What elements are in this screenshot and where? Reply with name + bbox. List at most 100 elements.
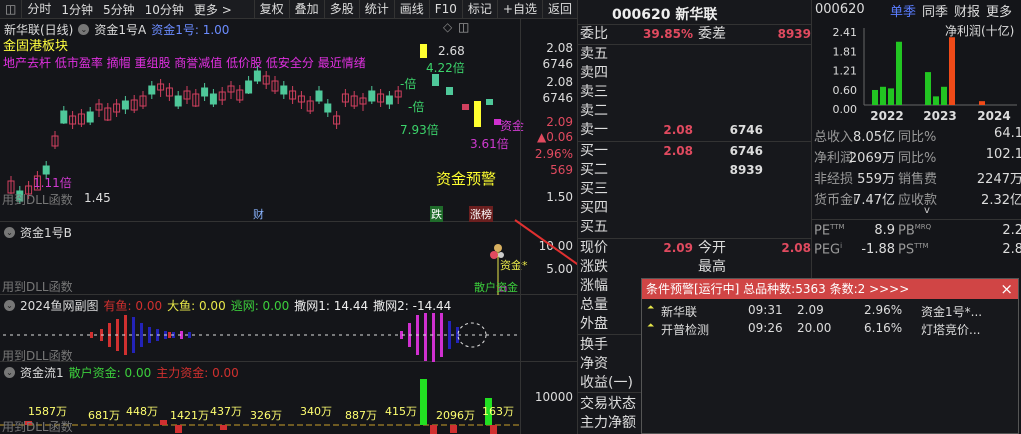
ratio-row: PEGi -1.88 PSTTM 2.8 [814,242,1021,262]
overlay-button[interactable]: 叠加 [288,0,324,19]
buy-level-row[interactable]: 买三 [578,180,813,199]
period-tab-1min[interactable]: 1分钟 [61,2,93,17]
capital-flow-pane[interactable]: ⌄ 资金流1 散户资金: 0.00 主力资金: 0.00 1587万 681万 44… [0,362,577,434]
pane-title-text: 2024鱼网副图 [20,299,99,313]
period-tab-5min[interactable]: 5分钟 [103,2,135,17]
candle [306,100,314,112]
tab-single-quarter[interactable]: 单季 [890,5,917,20]
profit-bar [941,86,947,105]
candle [16,190,24,202]
period-more[interactable]: 更多 > [193,2,232,17]
buy-level-row[interactable]: 买二 8939 [578,161,813,180]
legend-dayu: 大鱼: 0.00 [167,299,226,313]
dropdown-icon[interactable]: ⌄ [4,367,15,378]
dropdown-icon[interactable]: ⌄ [4,227,15,238]
flow-value-label: 1421万 [170,409,209,422]
fishnet-pane[interactable]: ⌄ 2024鱼网副图 有鱼: 0.00 大鱼: 0.00 逃网: 0.00 撒网… [0,295,577,363]
badge-die[interactable]: 跌 [430,206,443,222]
fishnet-bar [188,332,191,338]
sell-level-row[interactable]: 卖三 [578,83,813,102]
stat-label: 现价 [580,240,608,256]
candle [377,93,385,103]
fin-value2: 2247万 [976,172,1021,187]
close-icon[interactable]: × [1000,280,1013,298]
stat-row: 收益(一) [578,374,813,393]
dll-note: 用到DLL函数 [2,280,73,294]
stat-row: 涨跌 最高 [578,258,813,277]
weicha-label: 委差 [698,26,726,42]
profit-bar [872,89,878,105]
panel-toggle-icon[interactable]: ◫ [458,20,470,34]
annotation-bei1: -倍 [400,77,417,91]
alert-row[interactable]: ⏶ 新华联 09:31 2.09 2.96% 资金1号*... [642,303,1020,321]
sell-level-row[interactable]: 卖一 2.08 6746 [578,121,813,140]
candle [174,95,182,107]
fin-code: 000620 [815,2,865,17]
double-up-arrow-icon: ⏶ [647,303,655,313]
level-volume: 6746 [729,123,763,137]
badge-zhangbang[interactable]: 涨榜 [469,206,493,222]
multi-stock-button[interactable]: 多股 [323,0,359,19]
level-price: 2.08 [663,123,693,137]
candle [333,115,341,125]
candle [253,70,261,82]
level-label: 卖五 [580,46,608,62]
tab-more[interactable]: 更多 [986,5,1013,20]
annotation-145: 1.45 [84,191,111,205]
draw-button[interactable]: 画线 [393,0,429,19]
level-label: 买一 [580,143,608,159]
legend-sawang1: 撒网1: 14.44 [294,299,369,313]
zijin-b-pane[interactable]: ⌄ 资金1号B 用到DLL函数 资金* 散户资金 10.00 5.00 [0,222,577,295]
kline-pane[interactable]: 新华联(日线) ⌄ 资金1号A 资金1号: 1.00 ◇ ◫ 金固港板块 地产去… [0,19,577,222]
flow-bar [490,425,497,434]
fin-value2: 102.1 [985,147,1021,162]
fuquan-button[interactable]: 复权 [253,0,289,19]
candle [113,103,121,113]
layout-toggle-icon[interactable]: ◫ [5,2,17,16]
buy-level-row[interactable]: 买一 2.08 6746 [578,142,813,161]
back-button[interactable]: 返回 [541,0,577,19]
fin-value2: 2.32亿 [981,193,1021,208]
period-tab-10min[interactable]: 10分钟 [144,2,184,17]
axis-label: 5.00 [546,262,573,276]
add-watchlist-button[interactable]: +自选 [496,0,542,19]
axis-label: 6746 [542,91,573,105]
stat-value2: 2.08 [781,241,811,255]
expand-icon[interactable]: v [924,205,930,216]
mark-button[interactable]: 标记 [461,0,497,19]
sell-level-row[interactable]: 卖二 [578,102,813,121]
candle [121,100,129,110]
dropdown-icon[interactable]: ⌄ [78,24,90,35]
pane-title-text: 资金1号B [20,226,72,240]
fin-label: 非经损 [814,172,854,187]
flow-bar [220,425,227,430]
axis-label: 2.08 [546,41,573,55]
fish-axis [520,295,577,361]
tab-report[interactable]: 财报 [954,5,981,20]
period-tab-fenshi[interactable]: 分时 [21,0,56,19]
candle [7,180,15,194]
price-axis: 2.08 6746 2.08 6746 2.09 ▲0.06 2.96% 569… [520,19,577,221]
tab-same-quarter[interactable]: 同季 [922,5,949,20]
ratio-label: PETTM [814,223,845,239]
indicator-name[interactable]: 资金1号A [94,23,147,37]
sell-level-row[interactable]: 卖四 [578,64,813,83]
buy-level-row[interactable]: 买五 [578,218,813,237]
legend-youyu: 有鱼: 0.00 [103,299,163,313]
alert-row[interactable]: ⏶ 开普检测 09:26 20.00 6.16% 灯塔竞价... [642,321,1020,339]
stock-period-title: 新华联(日线) [4,23,74,37]
level-label: 买五 [580,219,608,235]
popup-header[interactable]: 条件预警[运行中] 总品种数:5363 条数:2 >>>> × [642,279,1018,299]
sell-level-row[interactable]: 卖五 [578,45,813,64]
buy-level-row[interactable]: 买四 [578,199,813,218]
badge-cai[interactable]: 财 [253,208,264,221]
f10-button[interactable]: F10 [428,0,462,19]
candle [289,90,297,100]
stat-row: 现价 2.09 今开 2.08 [578,239,813,258]
stats-button[interactable]: 统计 [358,0,394,19]
diamond-icon[interactable]: ◇ [443,20,453,34]
kline-title: 新华联(日线) ⌄ 资金1号A 资金1号: 1.00 [4,21,229,38]
fishnet-bar [148,327,151,343]
double-up-arrow-icon: ⏶ [647,321,655,331]
dropdown-icon[interactable]: ⌄ [4,300,15,311]
